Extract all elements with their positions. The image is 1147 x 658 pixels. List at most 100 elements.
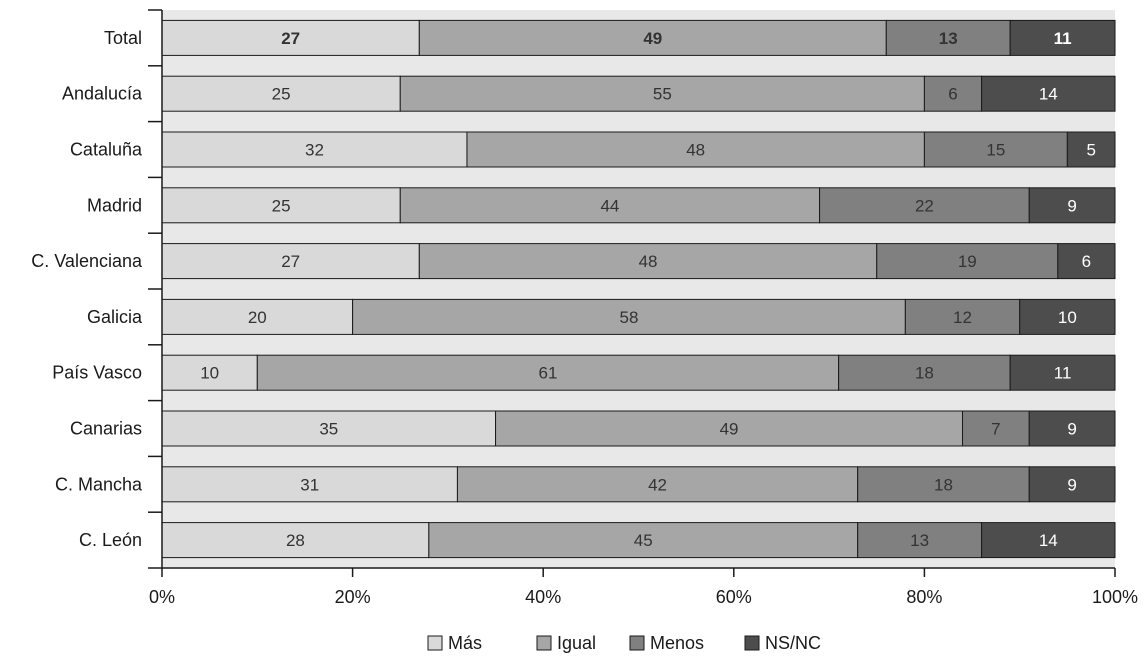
category-label: C. León [79, 530, 142, 550]
data-label: 22 [915, 196, 934, 215]
bar-segment [161, 354, 258, 391]
x-tick-label: 0% [149, 587, 175, 607]
legend: Más Igual Menos NS/NC [427, 633, 821, 653]
data-label: 48 [639, 252, 658, 271]
category-label: C. Mancha [55, 474, 143, 494]
bar-segment [904, 298, 1021, 335]
x-tick-labels: 0% 20% 40% 60% 80% 100% [149, 587, 1138, 607]
legend-swatch [744, 635, 760, 651]
bar-segment [352, 298, 906, 335]
data-label: 20 [248, 308, 267, 327]
bar-segment [161, 298, 354, 335]
bar-segment [962, 410, 1030, 447]
bar-segment [981, 75, 1116, 112]
bar-segment [456, 466, 859, 503]
bar-segment [1028, 410, 1116, 447]
bar-segment [428, 522, 859, 559]
data-label: 9 [1067, 196, 1076, 215]
data-label: 19 [958, 252, 977, 271]
bar-segment [876, 243, 1059, 280]
bar-segment [923, 75, 983, 112]
category-label: Madrid [87, 195, 142, 215]
bar-segment [1066, 131, 1116, 168]
data-label: 49 [643, 29, 662, 48]
category-labels: Total Andalucía Cataluña Madrid C. Valencian… [31, 28, 143, 550]
bar-segment [819, 187, 1030, 224]
bar-segment [857, 522, 983, 559]
data-label: 18 [934, 475, 953, 494]
data-label: 31 [300, 475, 319, 494]
bar-segment [923, 131, 1068, 168]
data-label: 6 [948, 85, 957, 104]
bar-segment [981, 522, 1116, 559]
data-label: 9 [1067, 475, 1076, 494]
data-label: 35 [319, 420, 338, 439]
category-label: Canarias [70, 419, 142, 439]
data-label: 44 [600, 196, 619, 215]
bars-layer: 27 49 13 11 25 55 6 14 32 48 15 5 25 44 22 9 27 48 19 6 20 58… [161, 19, 1116, 559]
data-label: 32 [305, 141, 324, 160]
data-label: 10 [1058, 308, 1077, 327]
bar-segment [1057, 243, 1116, 280]
data-label: 13 [910, 531, 929, 550]
x-tick-label: 40% [525, 587, 561, 607]
bar-segment [1028, 466, 1116, 503]
bar-segment [256, 354, 840, 391]
data-label: 18 [915, 364, 934, 383]
data-label: 11 [1054, 29, 1072, 48]
legend-swatch [629, 635, 645, 651]
category-label: Total [104, 28, 142, 48]
data-label: 27 [281, 252, 300, 271]
axes-layer [148, 9, 1116, 577]
data-label: 12 [953, 308, 972, 327]
bar-segment [1009, 354, 1116, 391]
legend-label: Más [448, 633, 482, 653]
data-label: 9 [1067, 420, 1076, 439]
bar-segment [161, 243, 420, 280]
data-label: 45 [634, 531, 653, 550]
category-label: Galicia [87, 307, 143, 327]
data-label: 6 [1082, 252, 1091, 271]
data-label: 10 [200, 364, 219, 383]
data-label: 15 [986, 141, 1005, 160]
data-label: 27 [281, 29, 300, 48]
category-label: Andalucía [62, 84, 143, 104]
bar-segment [1028, 187, 1116, 224]
data-label: 55 [653, 85, 672, 104]
data-label: 48 [686, 141, 705, 160]
bar-segment [1019, 298, 1116, 335]
category-label: País Vasco [52, 363, 142, 383]
bar-segment [838, 354, 1011, 391]
data-label: 14 [1039, 85, 1058, 104]
bar-segment [161, 19, 420, 56]
bar-segment [161, 131, 468, 168]
bar-segment [1009, 19, 1116, 56]
data-label: 11 [1054, 364, 1072, 383]
data-label: 58 [620, 308, 639, 327]
x-tick-label: 80% [906, 587, 942, 607]
legend-label: Igual [557, 633, 596, 653]
category-label: C. Valenciana [31, 251, 143, 271]
bar-segment [885, 19, 1011, 56]
data-label: 13 [939, 29, 958, 48]
bar-segment [161, 187, 401, 224]
data-label: 25 [272, 85, 291, 104]
data-label: 28 [286, 531, 305, 550]
legend-label: NS/NC [765, 633, 821, 653]
data-label: 7 [991, 420, 1000, 439]
bar-segment [466, 131, 925, 168]
data-label: 42 [648, 475, 667, 494]
data-label: 14 [1039, 531, 1058, 550]
x-tick-label: 100% [1092, 587, 1138, 607]
bar-segment [495, 410, 964, 447]
data-label: 5 [1086, 141, 1095, 160]
legend-label: Menos [650, 633, 704, 653]
category-label: Cataluña [70, 140, 143, 160]
bar-segment [399, 187, 821, 224]
data-label: 61 [539, 364, 558, 383]
data-label: 49 [720, 420, 739, 439]
legend-swatch [536, 635, 552, 651]
x-tick-label: 20% [335, 587, 371, 607]
data-label: 25 [272, 196, 291, 215]
